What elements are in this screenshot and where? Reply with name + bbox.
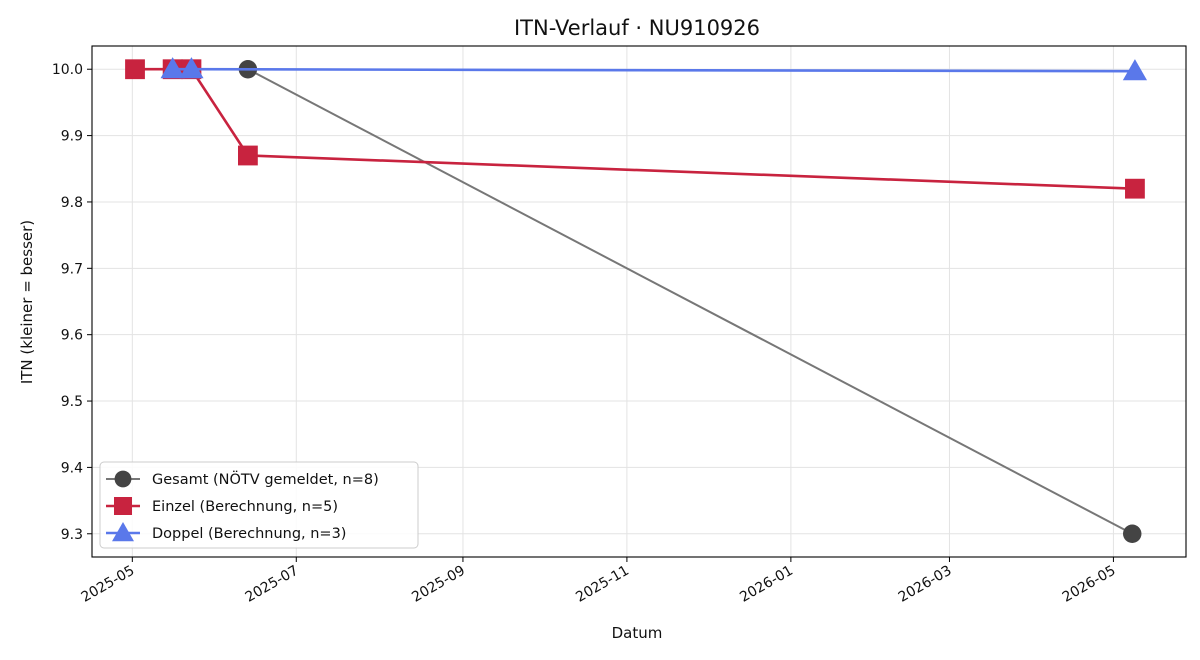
y-tick-label: 9.5 [61,394,83,410]
series-3-point [1122,59,1148,81]
series-2-point [238,145,258,166]
series-3 [160,57,1148,81]
series-1-line [247,68,1133,535]
series-2-point [125,59,145,80]
legend-item: Gesamt (NÖTV gemeldet, n=8) [106,470,379,488]
y-tick-label: 9.6 [61,328,83,344]
legend-item: Einzel (Berechnung, n=5) [106,497,338,515]
y-tick-label: 9.7 [61,261,83,277]
y-tick-label: 9.9 [61,129,83,145]
y-tick-label: 9.3 [61,527,83,543]
grid [92,46,1186,557]
y-tick-label: 9.8 [61,195,83,211]
series-3-point [160,57,185,79]
series-1-point [1123,524,1142,544]
chart-title: ITN-Verlauf · NU910926 [514,16,760,40]
series-3-point [179,57,204,79]
series-2-point [1125,178,1145,199]
legend-box [99,461,419,549]
x-axis-label: Datum [612,624,663,642]
legend-label: Gesamt (NÖTV gemeldet, n=8) [152,470,379,488]
legend-label: Einzel (Berechnung, n=5) [152,499,338,515]
legend-marker [114,470,132,488]
series-layer [125,57,1148,544]
legend-marker [114,497,132,515]
y-axis-label: ITN (kleiner = besser) [18,220,36,384]
legend-item: Doppel (Berechnung, n=3) [106,522,346,542]
y-tick-label: 10.0 [52,62,83,78]
legend-marker [112,522,134,542]
plot-frame [91,45,1187,558]
y-tick-label: 9.4 [61,460,83,476]
legend: Gesamt (NÖTV gemeldet, n=8) Einzel (Berec… [99,461,419,549]
legend-label: Doppel (Berechnung, n=3) [152,526,346,542]
